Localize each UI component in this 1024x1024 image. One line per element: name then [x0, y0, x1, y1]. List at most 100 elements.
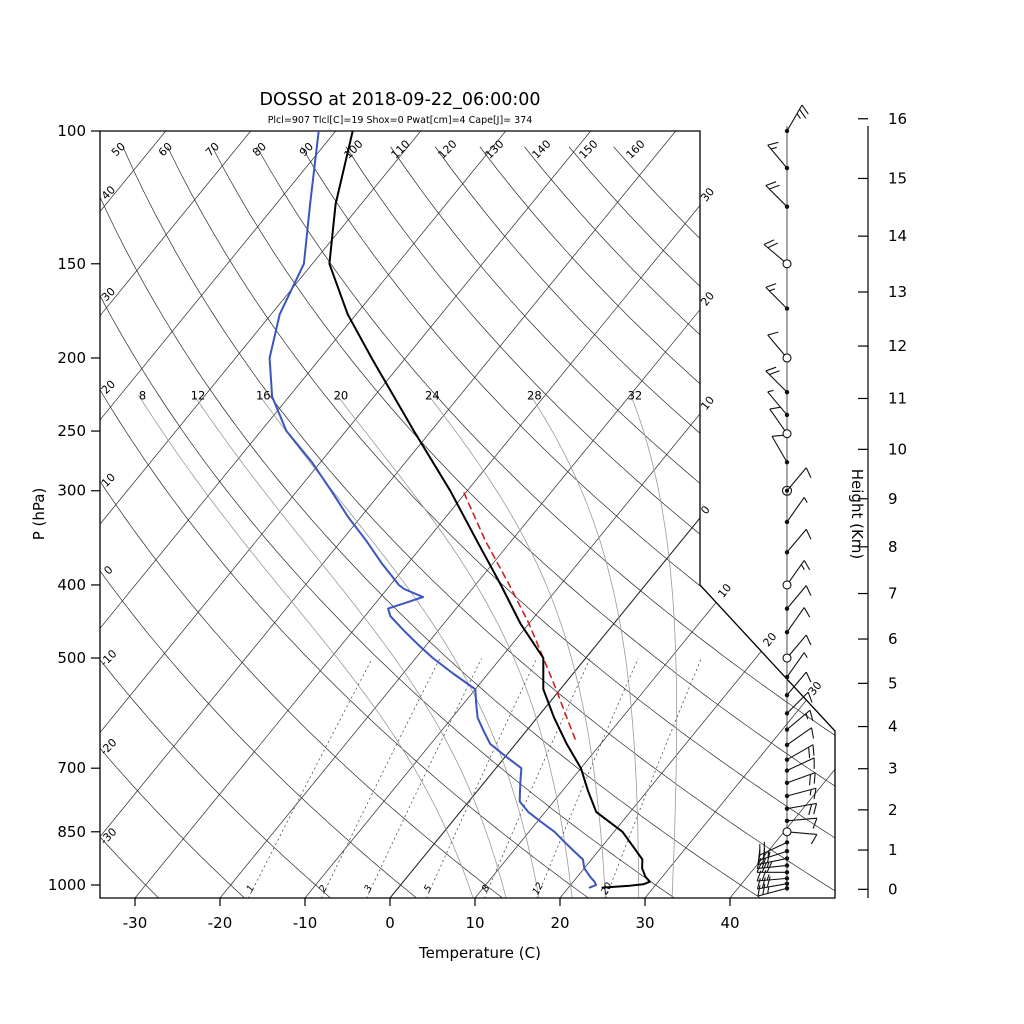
temperature-tick-label: 0 — [385, 914, 395, 932]
wind-barb-staff — [786, 772, 816, 784]
pressure-tick-label: 400 — [57, 576, 86, 594]
wind-barb — [784, 817, 818, 829]
wind-level-circle — [782, 653, 792, 663]
wind-barb-full-tick — [808, 774, 812, 786]
moist-adiabat-line — [630, 394, 678, 898]
wind-level-dot — [784, 460, 790, 465]
wind-barb — [784, 691, 813, 716]
wind-barb-full-tick — [756, 857, 762, 869]
wind-barb-staff — [769, 408, 788, 434]
temperature-curve — [328, 131, 651, 889]
moist-adiabat-value-label: 28 — [527, 389, 542, 403]
pressure-tick-label: 1000 — [48, 876, 86, 894]
height-axis-label: Height (Km) — [848, 469, 866, 560]
wind-barb-full-tick — [763, 239, 775, 245]
moist-adiabat-line — [193, 394, 507, 898]
mixing-ratio-layer — [247, 658, 702, 898]
wind-barb-full-tick — [805, 671, 812, 683]
isotherm-line — [304, 131, 835, 898]
wind-barb-staff — [786, 652, 805, 678]
wind-barb-full-tick — [756, 862, 763, 873]
mixing-ratio-line — [536, 658, 639, 898]
wind-barb-full-tick — [803, 607, 811, 618]
wind-barb-full-tick — [808, 804, 813, 816]
wind-level-dot — [784, 711, 790, 716]
wind-barb-staff — [757, 877, 788, 882]
wind-barb-half-tick — [767, 389, 774, 393]
dry-adiabat-line — [256, 146, 835, 898]
height-tick-label: 11 — [888, 389, 907, 407]
wind-barb — [756, 870, 790, 882]
wind-level-dot — [784, 856, 790, 861]
dry-adiabat-left-label: -20 — [98, 736, 120, 758]
wind-level-dot — [784, 793, 790, 799]
mixing-ratio-line — [366, 658, 482, 898]
dry-adiabat-top-label: 130 — [483, 138, 507, 162]
wind-level-dot — [784, 870, 790, 875]
wind-barb — [765, 181, 790, 209]
dry-adiabat-line — [390, 146, 835, 898]
wind-barb — [757, 851, 790, 866]
wind-barb-full-tick — [761, 877, 766, 889]
wind-level-circle — [782, 580, 792, 590]
moist-adiabat-line — [138, 394, 474, 898]
height-tick-label: 7 — [888, 585, 898, 603]
wind-barb-full-tick — [761, 857, 767, 869]
mixing-ratio-value-label: 8 — [480, 883, 493, 894]
profile-layer — [268, 131, 651, 889]
height-tick-label: 12 — [888, 337, 907, 355]
wind-level-dot — [784, 881, 790, 886]
wind-level-dot — [784, 629, 790, 635]
wind-level-dot — [784, 165, 790, 171]
wind-level-dot — [784, 674, 790, 680]
dry-adiabat-line — [568, 146, 835, 898]
height-tick-label: 9 — [888, 490, 898, 508]
wind-barb-half-tick — [766, 861, 770, 868]
isotherm-line — [134, 131, 761, 898]
moist-adiabat-layer — [138, 394, 678, 898]
wind-barb-staff — [767, 144, 788, 169]
wind-level-circle — [782, 259, 792, 269]
moist-adiabat-value-label: 32 — [628, 389, 643, 403]
moist-adiabat-line — [427, 394, 606, 898]
wind-barb-layer — [756, 104, 818, 897]
wind-barb-full-tick — [767, 242, 779, 249]
wind-barb — [767, 141, 790, 171]
pressure-tick-label: 700 — [57, 759, 86, 777]
wind-barb — [771, 434, 790, 465]
wind-barb — [781, 467, 812, 496]
wind-barb-full-tick — [803, 560, 811, 571]
moist-adiabat-value-label: 12 — [191, 389, 206, 403]
wind-barb-staff — [765, 185, 788, 208]
wind-barb-full-tick — [762, 847, 766, 860]
dry-adiabat-top-label: 100 — [342, 138, 366, 162]
dry-adiabat-left-label: 30 — [99, 285, 118, 304]
wind-barb — [784, 104, 809, 134]
mixing-ratio-value-label: 5 — [422, 883, 435, 894]
pressure-axis-label: P (hPa) — [30, 488, 48, 541]
wind-barb-staff — [771, 436, 788, 463]
dry-adiabat-top-label: 70 — [203, 140, 222, 159]
wind-barb-full-tick — [761, 862, 768, 873]
wind-barb-full-tick — [765, 181, 777, 186]
wind-level-dot — [784, 768, 790, 773]
wind-level-dot — [784, 550, 790, 555]
wind-barb — [756, 857, 790, 870]
isotherm-line — [559, 131, 835, 898]
wind-barb-full-tick — [812, 818, 818, 829]
moist-adiabat-value-label: 16 — [256, 389, 271, 403]
mixing-ratio-value-label: 1 — [245, 883, 258, 894]
wind-barb — [763, 239, 792, 269]
isotherm-line — [729, 131, 835, 898]
pressure-tick-label: 850 — [57, 823, 86, 841]
wind-barb-full-tick — [771, 434, 784, 437]
wind-barb — [784, 772, 816, 786]
wind-barb-full-tick — [757, 853, 761, 865]
dry-adiabat-top-label: 120 — [436, 138, 460, 162]
parcel-curve — [462, 489, 576, 740]
isotherm-right-label: 30 — [806, 679, 825, 698]
dry-adiabat-top-label: 80 — [250, 140, 269, 159]
generated-chart-layers: 50 60 70 80 90 100 110 120 130 140 150 160403020100… — [48, 104, 907, 932]
